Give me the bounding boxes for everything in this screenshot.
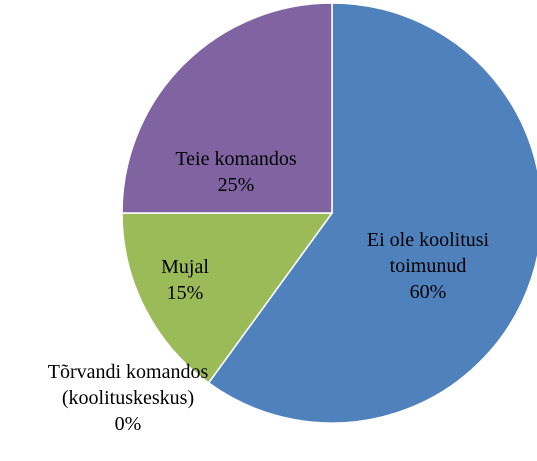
slice-label: Ei ole koolitusi toimunud 60%: [353, 227, 503, 305]
value-label: 60%: [409, 281, 447, 303]
category-name: Teie komandos: [175, 148, 297, 170]
category-name: Mujal: [161, 256, 209, 278]
value-label: 15%: [166, 282, 204, 304]
pie-slice: [207, 2, 537, 424]
category-name: Tõrvandi komandos (koolituskeskus): [47, 361, 209, 409]
pie-slice: [121, 2, 333, 214]
value-label: 25%: [217, 174, 255, 196]
slice-label: Mujal 15%: [125, 254, 245, 306]
pie-slice: [121, 212, 334, 384]
value-label: 0%: [114, 413, 142, 435]
slice-label: Teie komandos 25%: [136, 146, 336, 198]
slice-label: Tõrvandi komandos (koolituskeskus) 0%: [46, 359, 211, 437]
category-name: Ei ole koolitusi toimunud: [366, 229, 490, 277]
